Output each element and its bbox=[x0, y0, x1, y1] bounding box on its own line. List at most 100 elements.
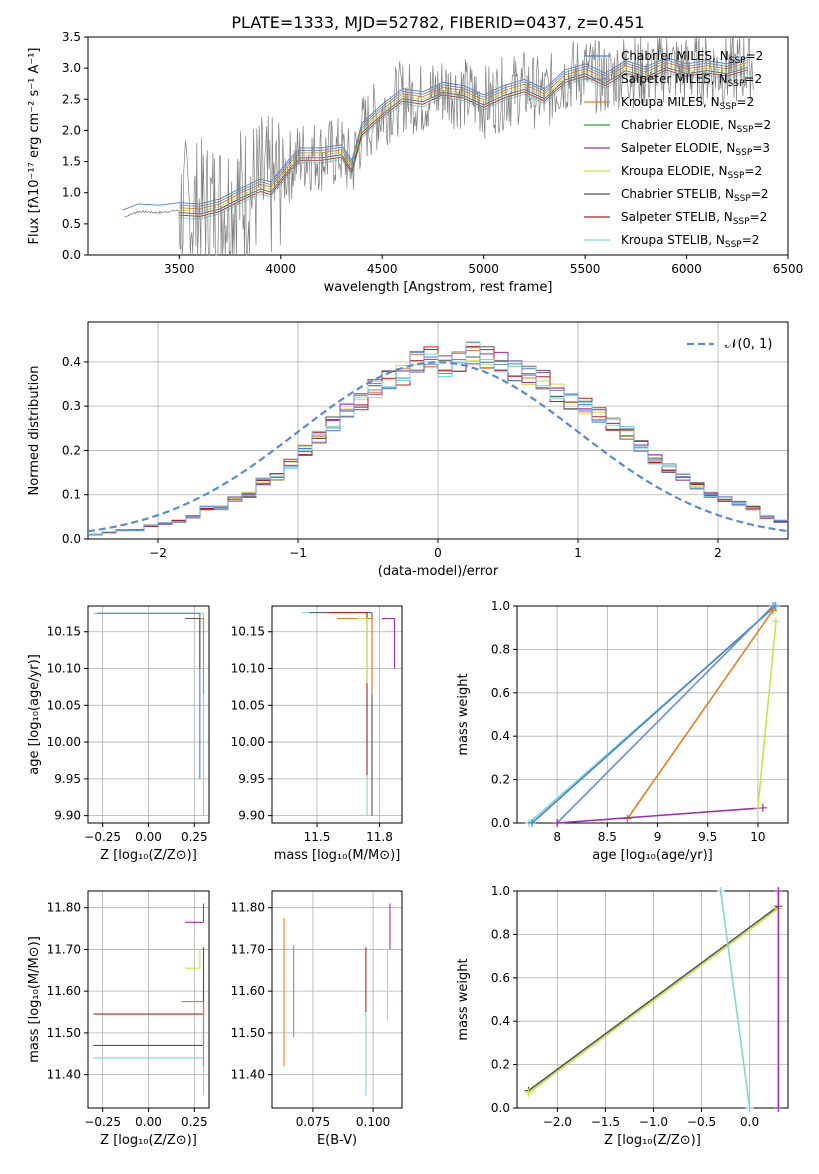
axes-frame bbox=[87, 890, 210, 1109]
legend-label-sub: SSP bbox=[720, 102, 737, 112]
estimate-salpeter_stelib bbox=[327, 612, 368, 776]
legend-label-tail: =2 bbox=[751, 187, 769, 201]
x-axis-label: mass [log₁₀(M/M⊙)] bbox=[274, 848, 401, 863]
axes-frame bbox=[87, 36, 789, 256]
data-spectrum bbox=[124, 35, 754, 256]
y-tick-label: 11.50 bbox=[47, 1026, 81, 1040]
estimate-kroupa_stelib bbox=[302, 612, 368, 816]
series-kroupa_elodie bbox=[528, 907, 779, 1094]
y-tick-label: 1.0 bbox=[62, 186, 81, 200]
legend-label-tail: =3 bbox=[752, 141, 770, 155]
x-tick-label: 5000 bbox=[468, 262, 499, 276]
normal-curve bbox=[87, 361, 789, 533]
marker-chabrier_miles bbox=[528, 819, 537, 827]
x-axis-label: wavelength [Angstrom, rest frame] bbox=[324, 280, 553, 295]
x-axis-label: Z [log₁₀(Z/Z⊙)] bbox=[604, 1133, 701, 1148]
y-tick-label: 9.90 bbox=[54, 809, 81, 823]
y-tick-label: 0.0 bbox=[62, 532, 81, 546]
axes-frame bbox=[87, 605, 210, 824]
x-tick-label: 11.8 bbox=[366, 830, 393, 844]
y-tick-label: 10.10 bbox=[231, 662, 265, 676]
x-tick-label: −1.5 bbox=[591, 1115, 620, 1129]
marker-kroupa_elodie bbox=[771, 617, 780, 626]
y-tick-label: 11.50 bbox=[231, 1026, 265, 1040]
legend-label-text: Kroupa MILES, N bbox=[621, 95, 720, 109]
x-tick-label: 0.0 bbox=[740, 1115, 759, 1129]
y-tick-label: 9.95 bbox=[54, 772, 81, 786]
y-tick-label: 0.4 bbox=[491, 729, 510, 743]
legend-label-text: Chabrier MILES, N bbox=[621, 49, 729, 63]
x-tick-label: 1 bbox=[574, 546, 582, 560]
y-tick-label: 1.0 bbox=[491, 884, 510, 898]
y-tick-label: 0.8 bbox=[491, 927, 510, 941]
y-axis-label: age [log₁₀(age/yr)] bbox=[27, 654, 42, 775]
y-tick-label: 0.4 bbox=[62, 355, 81, 369]
x-tick-label: 6000 bbox=[671, 262, 702, 276]
marker-kroupa_stelib bbox=[716, 887, 725, 895]
legend-label-sub: SSP bbox=[737, 125, 754, 135]
y-axis-label: mass weight bbox=[456, 673, 471, 755]
legend-label: Chabrier STELIB, NSSP=2 bbox=[621, 187, 769, 204]
x-tick-label: 8.5 bbox=[598, 830, 617, 844]
x-tick-label: −0.25 bbox=[84, 830, 121, 844]
legend-normal: 𝒩(0, 1) bbox=[725, 337, 772, 352]
y-tick-label: 0.2 bbox=[491, 1058, 510, 1072]
legend-label-sub: SSP bbox=[729, 56, 746, 66]
marker-kroupa_elodie bbox=[524, 1088, 533, 1097]
x-tick-label: 2 bbox=[714, 546, 722, 560]
legend-label-tail: =2 bbox=[737, 95, 755, 109]
x-axis-label: Z [log₁₀(Z/Z⊙)] bbox=[100, 848, 197, 863]
legend-label-sub: SSP bbox=[734, 194, 751, 204]
x-tick-label: 0.075 bbox=[296, 1115, 330, 1129]
legend-label-sub: SSP bbox=[728, 79, 745, 89]
legend-label: Chabrier ELODIE, NSSP=2 bbox=[621, 118, 771, 135]
legend-label-tail: =2 bbox=[744, 72, 762, 86]
y-tick-label: 10.00 bbox=[47, 735, 81, 749]
y-tick-label: 10.15 bbox=[231, 625, 265, 639]
y-tick-label: 0.0 bbox=[62, 248, 81, 262]
model-line-chabrier_miles bbox=[122, 57, 748, 211]
marker-salpeter_elodie bbox=[774, 1104, 783, 1112]
y-tick-label: 2.0 bbox=[62, 123, 81, 137]
y-tick-label: 11.70 bbox=[231, 942, 265, 956]
x-tick-label: 0 bbox=[434, 546, 442, 560]
legend-label-tail: =2 bbox=[750, 210, 768, 224]
estimate-chabrier_stelib bbox=[185, 617, 201, 669]
x-axis-label: Z [log₁₀(Z/Z⊙)] bbox=[100, 1133, 197, 1148]
y-tick-label: 0.0 bbox=[491, 1101, 510, 1115]
y-tick-label: 0.3 bbox=[62, 399, 81, 413]
estimate-kroupa_miles bbox=[181, 1001, 205, 1067]
legend-label: Kroupa ELODIE, NSSP=2 bbox=[621, 164, 762, 181]
legend-label-text: Salpeter ELODIE, N bbox=[621, 141, 735, 155]
axes-frame bbox=[516, 890, 789, 1109]
axes-frame bbox=[87, 321, 789, 540]
figure-title: PLATE=1333, MJD=52782, FIBERID=0437, z=0… bbox=[231, 13, 644, 32]
legend-label: Kroupa STELIB, NSSP=2 bbox=[621, 233, 759, 250]
legend-label: Salpeter ELODIE, NSSP=3 bbox=[621, 141, 770, 158]
x-tick-label: −1.0 bbox=[639, 1115, 668, 1129]
y-tick-label: 0.1 bbox=[62, 488, 81, 502]
legend-label-tail: =2 bbox=[744, 164, 762, 178]
legend-label-sub: SSP bbox=[735, 148, 752, 158]
y-tick-label: 11.40 bbox=[47, 1068, 81, 1082]
marker-kroupa_stelib bbox=[745, 1104, 754, 1112]
series-kroupa_miles bbox=[626, 609, 774, 820]
legend-label-sub: SSP bbox=[733, 217, 750, 227]
y-axis-label: mass [log₁₀(M/M⊙)] bbox=[27, 936, 42, 1063]
series-kroupa_stelib bbox=[719, 890, 751, 1109]
y-tick-label: 11.80 bbox=[231, 901, 265, 915]
y-axis-label: mass weight bbox=[456, 958, 471, 1040]
x-tick-label: 9.5 bbox=[698, 830, 717, 844]
legend-label: Chabrier MILES, NSSP=2 bbox=[621, 49, 763, 66]
marker-salpeter_elodie bbox=[774, 887, 783, 895]
x-tick-label: −0.25 bbox=[84, 1115, 121, 1129]
x-tick-label: −2 bbox=[149, 546, 167, 560]
y-tick-label: 2.5 bbox=[62, 92, 81, 106]
estimate-kroupa_miles bbox=[194, 617, 205, 695]
axes-frame bbox=[516, 605, 789, 824]
x-tick-label: 0.00 bbox=[135, 830, 162, 844]
y-tick-label: 11.40 bbox=[231, 1068, 265, 1082]
estimate-chabrier_stelib bbox=[309, 612, 373, 816]
y-tick-label: 0.6 bbox=[491, 971, 510, 985]
axes-frame bbox=[271, 890, 403, 1109]
